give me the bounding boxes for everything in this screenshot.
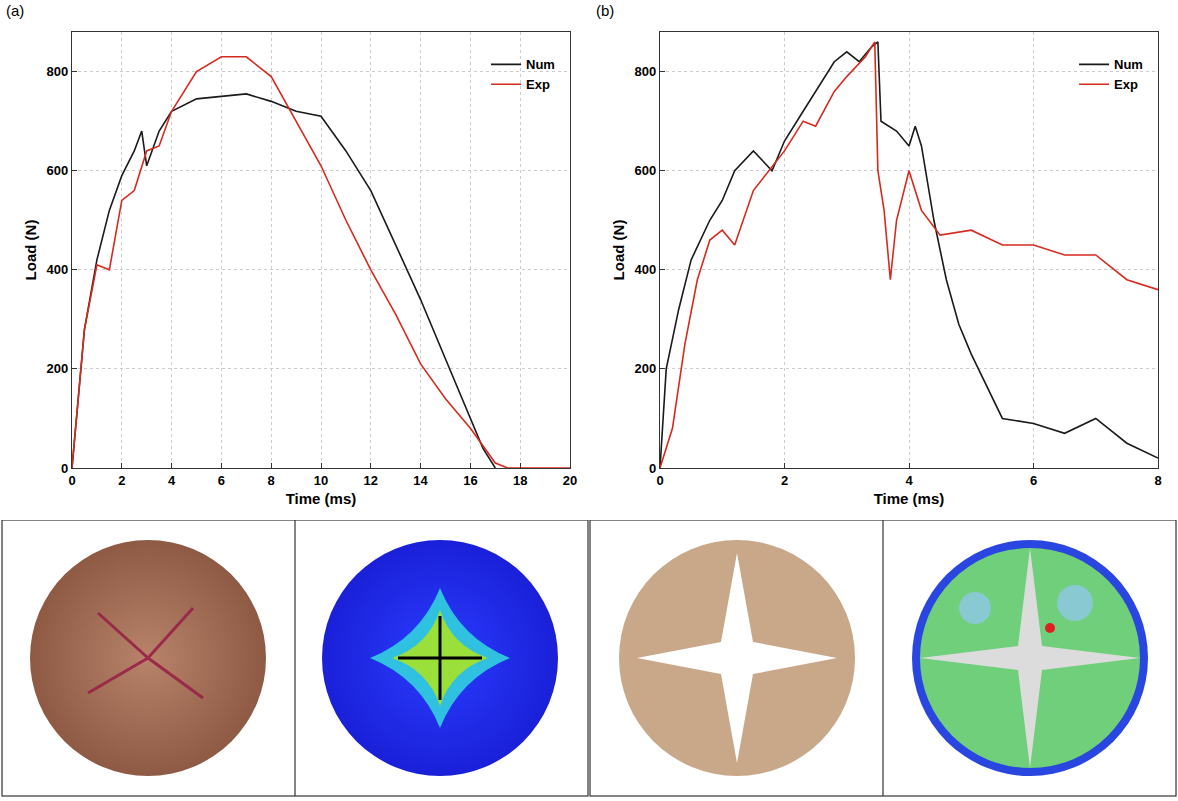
svg-text:600: 600	[46, 163, 68, 178]
svg-text:0: 0	[68, 473, 75, 488]
svg-text:400: 400	[46, 262, 68, 277]
svg-text:Time (ms): Time (ms)	[874, 490, 945, 507]
svg-text:800: 800	[634, 64, 656, 79]
svg-text:0: 0	[649, 461, 656, 476]
svg-text:200: 200	[634, 361, 656, 376]
svg-text:0: 0	[656, 473, 663, 488]
svg-text:8: 8	[1154, 473, 1161, 488]
svg-text:2: 2	[118, 473, 125, 488]
svg-text:Num: Num	[526, 57, 555, 72]
svg-text:16: 16	[463, 473, 477, 488]
svg-text:4: 4	[168, 473, 176, 488]
svg-text:Load (N): Load (N)	[610, 220, 627, 281]
svg-text:20: 20	[563, 473, 577, 488]
svg-text:Load (N): Load (N)	[22, 220, 39, 281]
svg-text:Exp: Exp	[1114, 77, 1138, 92]
svg-text:200: 200	[46, 361, 68, 376]
svg-text:6: 6	[1030, 473, 1037, 488]
svg-text:14: 14	[413, 473, 428, 488]
svg-text:2: 2	[781, 473, 788, 488]
svg-text:4: 4	[905, 473, 913, 488]
svg-text:12: 12	[364, 473, 378, 488]
svg-text:Exp: Exp	[526, 77, 550, 92]
svg-text:Time (ms): Time (ms)	[286, 490, 357, 507]
svg-text:600: 600	[634, 163, 656, 178]
svg-text:10: 10	[314, 473, 328, 488]
svg-text:Num: Num	[1114, 57, 1143, 72]
html-text:(b): (b)	[596, 2, 615, 19]
svg-text:6: 6	[218, 473, 225, 488]
svg-text:0: 0	[61, 461, 68, 476]
svg-text:800: 800	[46, 64, 68, 79]
svg-text:18: 18	[513, 473, 527, 488]
svg-text:8: 8	[268, 473, 275, 488]
svg-text:400: 400	[634, 262, 656, 277]
html-text:(a): (a)	[6, 2, 25, 19]
